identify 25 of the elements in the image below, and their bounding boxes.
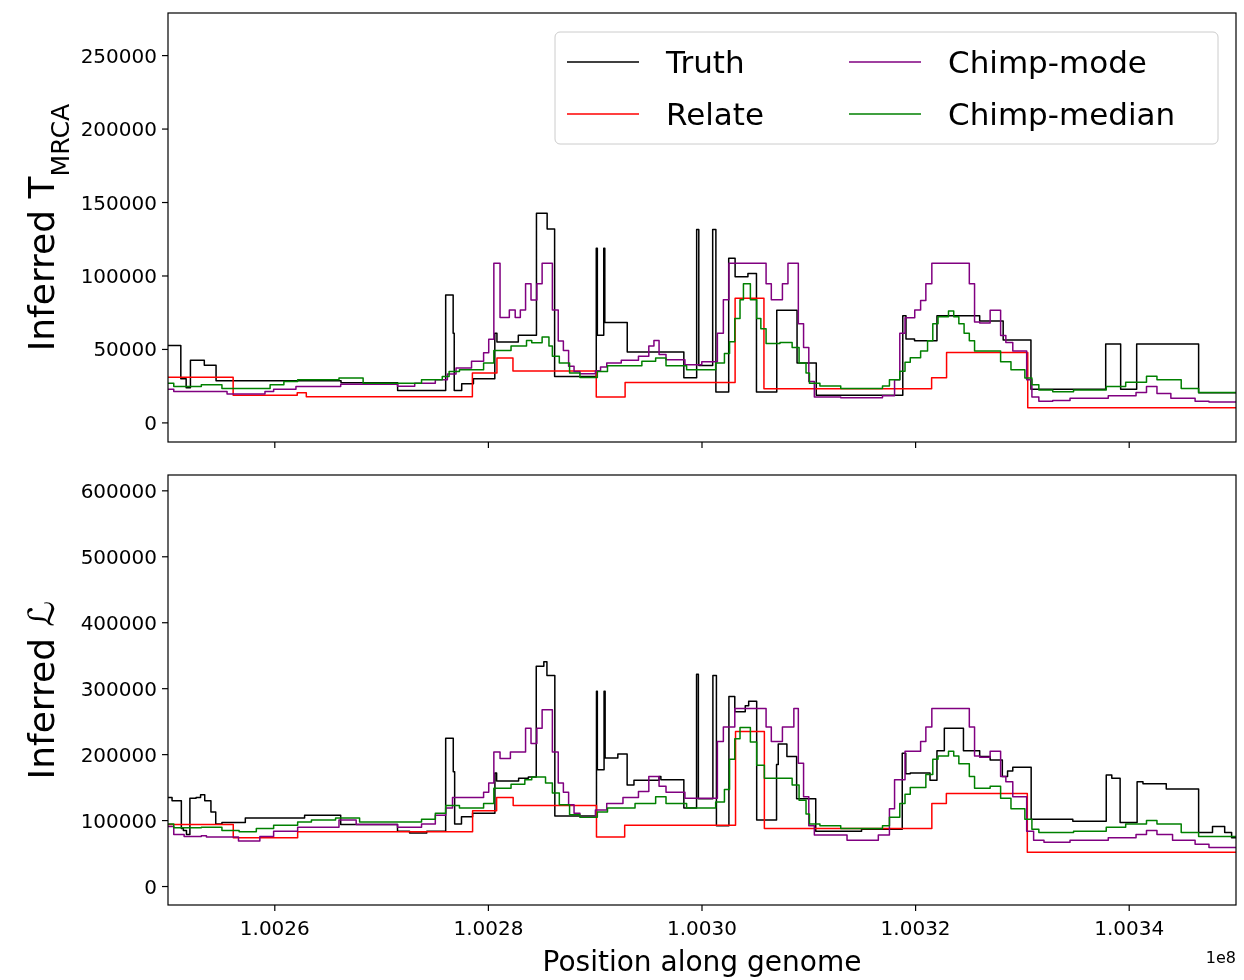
- y-tick-label: 150000: [80, 190, 157, 215]
- y-tick-label: 300000: [80, 676, 157, 701]
- legend-label: Relate: [666, 95, 765, 132]
- y-tick-label: 0: [144, 874, 157, 899]
- legend-label: Chimp-mode: [948, 43, 1147, 80]
- legend-label: Chimp-median: [948, 95, 1176, 132]
- y-tick-label: 200000: [80, 117, 157, 142]
- text: 1e8: [1205, 948, 1236, 967]
- y-tick-label: 200000: [80, 742, 157, 767]
- y-tick-label: 400000: [80, 610, 157, 635]
- x-tick-label: 1.0030: [667, 916, 737, 940]
- y-axis-title: Inferred ℒ: [21, 600, 62, 780]
- y-tick-label: 50000: [93, 337, 157, 362]
- legend-label: Truth: [665, 43, 745, 80]
- y-tick-label: 100000: [80, 808, 157, 833]
- x-tick-label: 1.0034: [1094, 916, 1165, 940]
- y-tick-label: 0: [144, 410, 157, 435]
- x-axis-title: Position along genome: [542, 945, 862, 978]
- y-tick-label: 250000: [80, 43, 157, 68]
- y-tick-label: 600000: [80, 478, 157, 503]
- y-tick-label: 500000: [80, 544, 157, 569]
- x-tick-label: 1.0032: [880, 916, 951, 940]
- y-tick-label: 100000: [80, 263, 157, 288]
- x-tick-label: 1.0026: [239, 916, 310, 940]
- x-tick-label: 1.0028: [453, 916, 524, 940]
